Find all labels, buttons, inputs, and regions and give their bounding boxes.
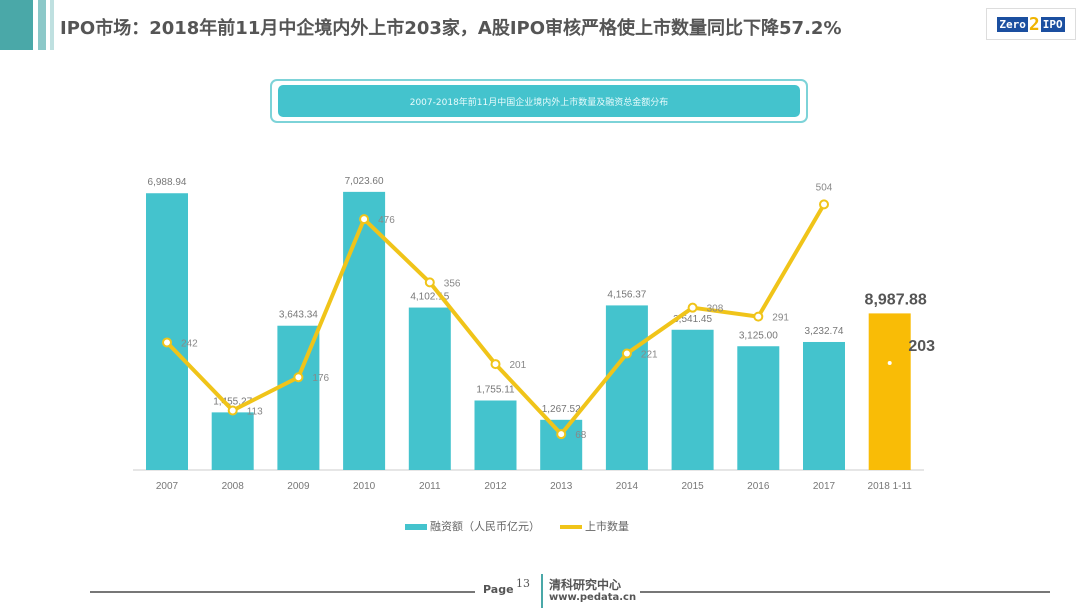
bar-2007 xyxy=(146,193,188,470)
legend: 融资额（人民币亿元） 上市数量 xyxy=(405,518,629,534)
bar-2014 xyxy=(605,305,648,470)
org-url: www.pedata.cn xyxy=(549,592,637,603)
x-tick-label: 2017 xyxy=(813,481,836,492)
bar-label: 1,455.27 xyxy=(213,396,252,407)
line-label: 356 xyxy=(444,278,461,289)
line-point xyxy=(227,405,238,416)
legend-label: 融资额（人民币亿元） xyxy=(430,520,540,533)
decor-bar xyxy=(0,0,33,50)
x-tick-label: 2010 xyxy=(353,481,376,492)
x-tick-label: 2007 xyxy=(156,481,179,492)
bar-label: 3,643.34 xyxy=(279,310,318,321)
bar-2018 1-11 xyxy=(868,313,911,470)
bar-2011 xyxy=(408,307,451,470)
line-label: 476 xyxy=(378,215,395,226)
bar-2017 xyxy=(803,341,845,470)
line-point xyxy=(556,429,567,440)
legend-item-bar: 融资额（人民币亿元） xyxy=(405,518,540,534)
bar-2008 xyxy=(211,412,254,470)
line-point xyxy=(293,372,304,383)
bar-2013 xyxy=(540,419,583,470)
bar-label: 3,232.74 xyxy=(805,326,844,337)
bar-2015 xyxy=(671,329,714,470)
divider xyxy=(541,574,543,608)
bar-label: 8,987.88 xyxy=(865,291,927,308)
line-point xyxy=(490,359,501,370)
x-tick-label: 2008 xyxy=(222,481,245,492)
org-name: 清科研究中心 xyxy=(549,578,622,592)
divider xyxy=(640,591,1050,593)
line-point xyxy=(753,311,764,322)
bar-2016 xyxy=(737,346,780,470)
x-tick-label: 2016 xyxy=(747,481,770,492)
line-label: 113 xyxy=(247,406,263,417)
page-label: Page xyxy=(483,583,514,596)
legend-item-line: 上市数量 xyxy=(560,518,629,534)
zero2ipo-logo: Zero 2 IPO xyxy=(986,8,1076,40)
bar-label: 1,267.52 xyxy=(542,404,581,415)
line-point xyxy=(359,214,370,225)
bar-2010 xyxy=(343,191,386,471)
bar-label: 4,102.15 xyxy=(410,292,449,303)
legend-swatch xyxy=(560,525,582,529)
bar-label: 3,125.00 xyxy=(739,330,778,341)
chart-title-box: 2007-2018年前11月中国企业境内外上市数量及融资总金额分布 xyxy=(270,79,808,123)
bar-label: 6,988.94 xyxy=(148,177,187,188)
line-label: 203 xyxy=(908,338,935,355)
line-label: 242 xyxy=(181,338,198,349)
x-tick-label: 2012 xyxy=(484,481,507,492)
line-label: 221 xyxy=(641,350,658,361)
bar-2012 xyxy=(474,400,517,470)
x-tick-label: 2013 xyxy=(550,481,573,492)
legend-swatch xyxy=(405,524,427,530)
footer: Page 13 清科研究中心 www.pedata.cn xyxy=(0,574,1080,608)
decor-bar xyxy=(38,0,46,50)
x-tick-label: 2018 1-11 xyxy=(868,481,913,492)
line-label: 68 xyxy=(575,430,587,441)
page-number: 13 xyxy=(516,577,530,590)
x-tick-label: 2015 xyxy=(681,481,704,492)
combo-chart: 6,988.94 2007 1,455.27 2008 3,643.34 2009 7,02… xyxy=(133,176,935,492)
line-label: 201 xyxy=(510,360,527,371)
bar-label: 3,541.45 xyxy=(673,314,712,325)
line-series xyxy=(165,203,826,437)
line-point xyxy=(621,348,632,359)
line-point xyxy=(424,277,435,288)
line-point xyxy=(162,337,172,348)
x-tick-label: 2011 xyxy=(419,481,441,492)
line-label: 308 xyxy=(707,304,724,315)
bar-label: 4,156.37 xyxy=(607,289,646,300)
line-point xyxy=(819,199,829,210)
line-label: 291 xyxy=(772,313,789,324)
x-tick-label: 2014 xyxy=(616,481,639,492)
bar-label: 1,755.11 xyxy=(476,384,515,395)
line-point xyxy=(687,302,698,313)
line-point xyxy=(887,361,892,366)
line-label: 504 xyxy=(816,182,833,193)
bar-label: 7,023.60 xyxy=(345,176,384,187)
chart-title: 2007-2018年前11月中国企业境内外上市数量及融资总金额分布 xyxy=(278,85,800,117)
line-label: 176 xyxy=(312,373,329,384)
x-tick-label: 2009 xyxy=(287,481,310,492)
divider xyxy=(90,591,475,593)
decor-bar xyxy=(50,0,54,50)
legend-label: 上市数量 xyxy=(585,520,629,533)
page-title: IPO市场：2018年前11月中企境内外上市203家，A股IPO审核严格使上市数… xyxy=(60,18,842,39)
bar-2009 xyxy=(277,325,320,470)
